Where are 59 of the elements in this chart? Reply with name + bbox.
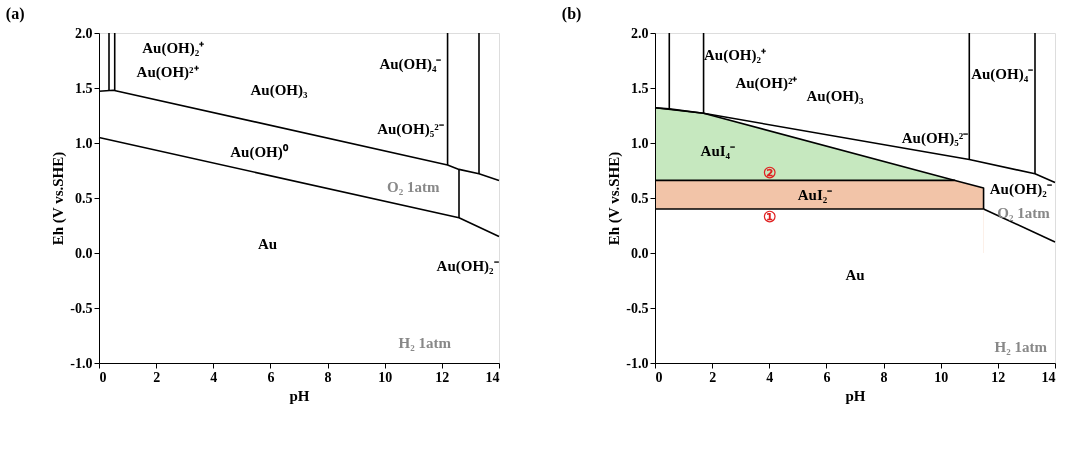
annotation: Au(OH)₅²⁻ [377, 120, 444, 138]
annotation: Au(OH)₃ [250, 82, 308, 100]
y-tick-label: 0.0 [631, 245, 649, 261]
x-tick-label: 14 [485, 369, 500, 385]
y-axis-title: Eh (V vs.SHE) [50, 151, 68, 246]
annotation: AuI₂⁻ [797, 186, 833, 203]
annotation: Au [257, 236, 278, 253]
x-tick-label: 10 [934, 369, 949, 385]
x-tick-label: 14 [1041, 369, 1056, 385]
annotation: Au(OH)₂⁺ [704, 47, 766, 64]
chart-title: (b) [561, 5, 582, 23]
y-tick-label: 0.5 [631, 190, 649, 206]
y-tick-label: -0.5 [626, 300, 649, 316]
y-tick-label: 0.0 [75, 245, 93, 261]
annotation: ① [762, 208, 776, 225]
chart-title: (a) [5, 5, 25, 23]
annotation: Au(OH)₅²⁻ [901, 129, 969, 147]
y-tick-label: 1.0 [631, 135, 649, 151]
x-tick-label: 0 [655, 369, 663, 385]
y-tick-label: -1.0 [70, 355, 93, 371]
annotation: Au [845, 267, 865, 283]
annotation: Au(OH)²⁺ [735, 74, 798, 92]
x-tick-label: 12 [435, 369, 450, 385]
annotation: Au(OH)²⁺ [136, 63, 199, 81]
y-tick-label: -0.5 [70, 300, 93, 316]
annotation: O₂ 1atm [387, 179, 440, 195]
x-tick-label: 10 [378, 369, 393, 385]
x-tick-label: 6 [823, 369, 831, 385]
annotation: H₂ 1atm [994, 338, 1048, 355]
annotation: Au(OH)₄⁻ [379, 55, 442, 73]
annotation: Au(OH)₂⁺ [142, 40, 205, 58]
y-tick-label: 2.0 [631, 25, 649, 41]
annotation: Au(OH)₃ [806, 87, 864, 105]
annotation: Au(OH)⁰ [230, 142, 289, 161]
y-axis-title: Eh (V vs.SHE) [606, 151, 624, 246]
annotation: Au(OH)₄⁻ [971, 65, 1034, 83]
y-tick-label: 1.5 [75, 80, 93, 96]
annotation: H₂ 1atm [398, 335, 452, 352]
y-tick-label: 1.5 [631, 80, 649, 96]
annotation: Au(OH)₂⁻ [436, 258, 499, 276]
x-tick-label: 12 [991, 369, 1006, 385]
x-tick-label: 4 [210, 369, 218, 385]
annotation: Au(OH)₂⁻ [989, 181, 1052, 199]
y-tick-label: 2.0 [75, 25, 93, 41]
y-tick-label: 1.0 [75, 135, 93, 151]
x-tick-label: 6 [267, 369, 275, 385]
x-tick-label: 8 [880, 369, 888, 385]
x-axis-title: pH [845, 387, 866, 404]
y-tick-label: 0.5 [75, 190, 93, 206]
x-tick-label: 8 [324, 369, 332, 385]
annotation: ② [762, 164, 776, 181]
x-tick-label: 2 [709, 369, 717, 385]
y-tick-label: -1.0 [626, 355, 649, 371]
x-tick-label: 4 [766, 369, 774, 385]
x-axis-title: pH [289, 387, 310, 404]
x-tick-label: 2 [153, 369, 161, 385]
annotation: O₂ 1atm [997, 205, 1051, 222]
annotation: AuI₄⁻ [700, 142, 736, 159]
x-tick-label: 0 [99, 369, 107, 385]
